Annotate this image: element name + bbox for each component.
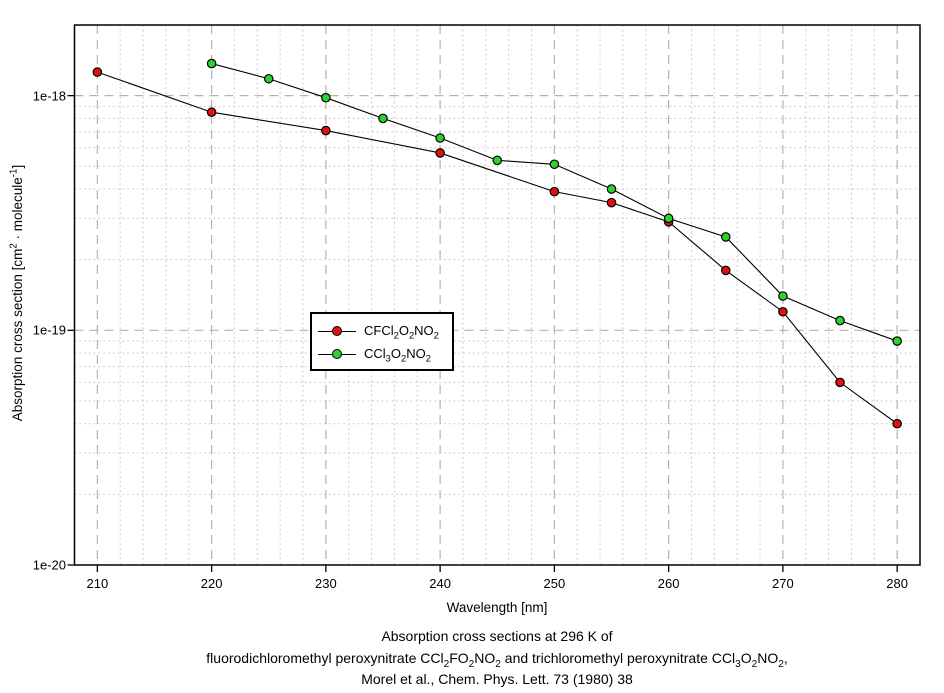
series-line-CFCl2O2NO2: [97, 71, 898, 425]
formula-text: CFCl: [364, 323, 394, 338]
formula-text: NO: [406, 346, 426, 361]
x-tick-label: 250: [543, 576, 566, 591]
formula-sub: 2: [408, 330, 415, 341]
x-tick-label: 260: [657, 576, 680, 591]
data-point-CCl3O2NO2: [263, 73, 274, 84]
formula-sub: 2: [433, 330, 439, 341]
data-point-CCl3O2NO2: [435, 133, 445, 143]
caption-line-1: Absorption cross sections at 296 K of: [381, 628, 613, 644]
data-point-CFCl2O2NO2: [321, 125, 331, 136]
legend-label: CFCl2O2NO2: [364, 323, 439, 341]
x-tick-label: 230: [315, 576, 337, 591]
formula-text: NO: [414, 323, 434, 338]
formula-sub: 2: [751, 658, 758, 670]
y-tick-label: 1e-20: [32, 557, 66, 573]
x-tick-label: 280: [886, 576, 908, 591]
formula-text: O: [740, 649, 752, 666]
data-point-CCl3O2NO2: [835, 315, 845, 326]
formula-sub: 2: [443, 658, 450, 670]
chart-caption: Absorption cross sections at 296 K of fl…: [74, 626, 920, 691]
formula-text: O: [390, 346, 401, 361]
legend-marker-icon: [332, 348, 342, 359]
y-tick-label: 1e-19: [32, 322, 66, 338]
formula-sub: 2: [778, 658, 784, 670]
x-axis-label: Wavelength [nm]: [446, 600, 548, 615]
data-point-CCl3O2NO2: [778, 291, 788, 301]
formula-text: fluorodichloromethyl peroxynitrate CCl: [206, 649, 444, 666]
formula-text: NO: [474, 649, 496, 666]
data-point-CFCl2O2NO2: [435, 148, 445, 158]
data-point-CFCl2O2NO2: [720, 265, 731, 276]
data-point-CFCl2O2NO2: [92, 67, 103, 77]
caption-line-2: fluorodichloromethyl peroxynitrate CCl2F…: [74, 648, 920, 670]
legend-key: [318, 325, 356, 337]
formula-text: ,: [783, 649, 788, 666]
data-point-CCl3O2NO2: [549, 159, 560, 170]
formula-sub: 2: [425, 353, 431, 364]
data-point-CCl3O2NO2: [321, 92, 331, 103]
formula-sub: 3: [385, 353, 391, 364]
data-point-CCl3O2NO2: [378, 113, 388, 124]
caption-line-3: Morel et al., Chem. Phys. Lett. 73 (1980…: [361, 671, 633, 687]
data-point-CCl3O2NO2: [720, 232, 731, 242]
data-point-CCl3O2NO2: [206, 58, 217, 69]
formula-sub: 2: [468, 658, 475, 670]
data-point-CCl3O2NO2: [606, 184, 617, 194]
formula-text: O: [398, 323, 409, 338]
data-point-CCl3O2NO2: [892, 336, 902, 346]
formula-text: NO: [757, 649, 779, 666]
data-point-CFCl2O2NO2: [892, 418, 902, 429]
data-point-CFCl2O2NO2: [778, 306, 788, 317]
formula-sup: -1: [8, 168, 20, 178]
data-point-CFCl2O2NO2: [549, 186, 560, 197]
formula-text: and trichloromethyl peroxynitrate CCl: [500, 649, 736, 666]
legend-entry-1: CCl3O2NO2: [318, 342, 452, 365]
x-tick-label: 240: [429, 576, 451, 591]
formula-sub: 2: [495, 658, 501, 670]
legend-box: CFCl2O2NO2 CCl3O2NO2: [310, 312, 454, 371]
formula-text: CCl: [364, 346, 386, 361]
data-point-CCl3O2NO2: [663, 213, 674, 224]
data-point-CCl3O2NO2: [492, 155, 503, 166]
formula-text: ]: [10, 164, 25, 169]
plot-frame: [73, 24, 921, 566]
data-point-CFCl2O2NO2: [206, 107, 217, 118]
legend-key: [318, 348, 356, 360]
formula-text: FO: [449, 649, 469, 666]
legend-marker-icon: [332, 325, 342, 336]
formula-text: · molecule: [10, 177, 25, 244]
formula-sub: 3: [735, 658, 741, 670]
y-axis-label: Absorption cross section [cm2 · molecule…: [8, 164, 26, 421]
data-point-CFCl2O2NO2: [835, 377, 845, 388]
data-point-CFCl2O2NO2: [606, 197, 617, 208]
legend-label: CCl3O2NO2: [364, 346, 431, 364]
legend-entry-0: CFCl2O2NO2: [318, 319, 452, 342]
y-tick-label: 1e-18: [32, 88, 66, 104]
x-tick-label: 210: [86, 576, 109, 591]
formula-sup: 2: [8, 243, 20, 249]
formula-sub: 2: [393, 330, 399, 341]
plot-canvas: [67, 24, 921, 572]
x-tick-label: 270: [772, 576, 794, 591]
x-tick-label: 220: [200, 576, 223, 591]
formula-sub: 2: [401, 353, 407, 364]
